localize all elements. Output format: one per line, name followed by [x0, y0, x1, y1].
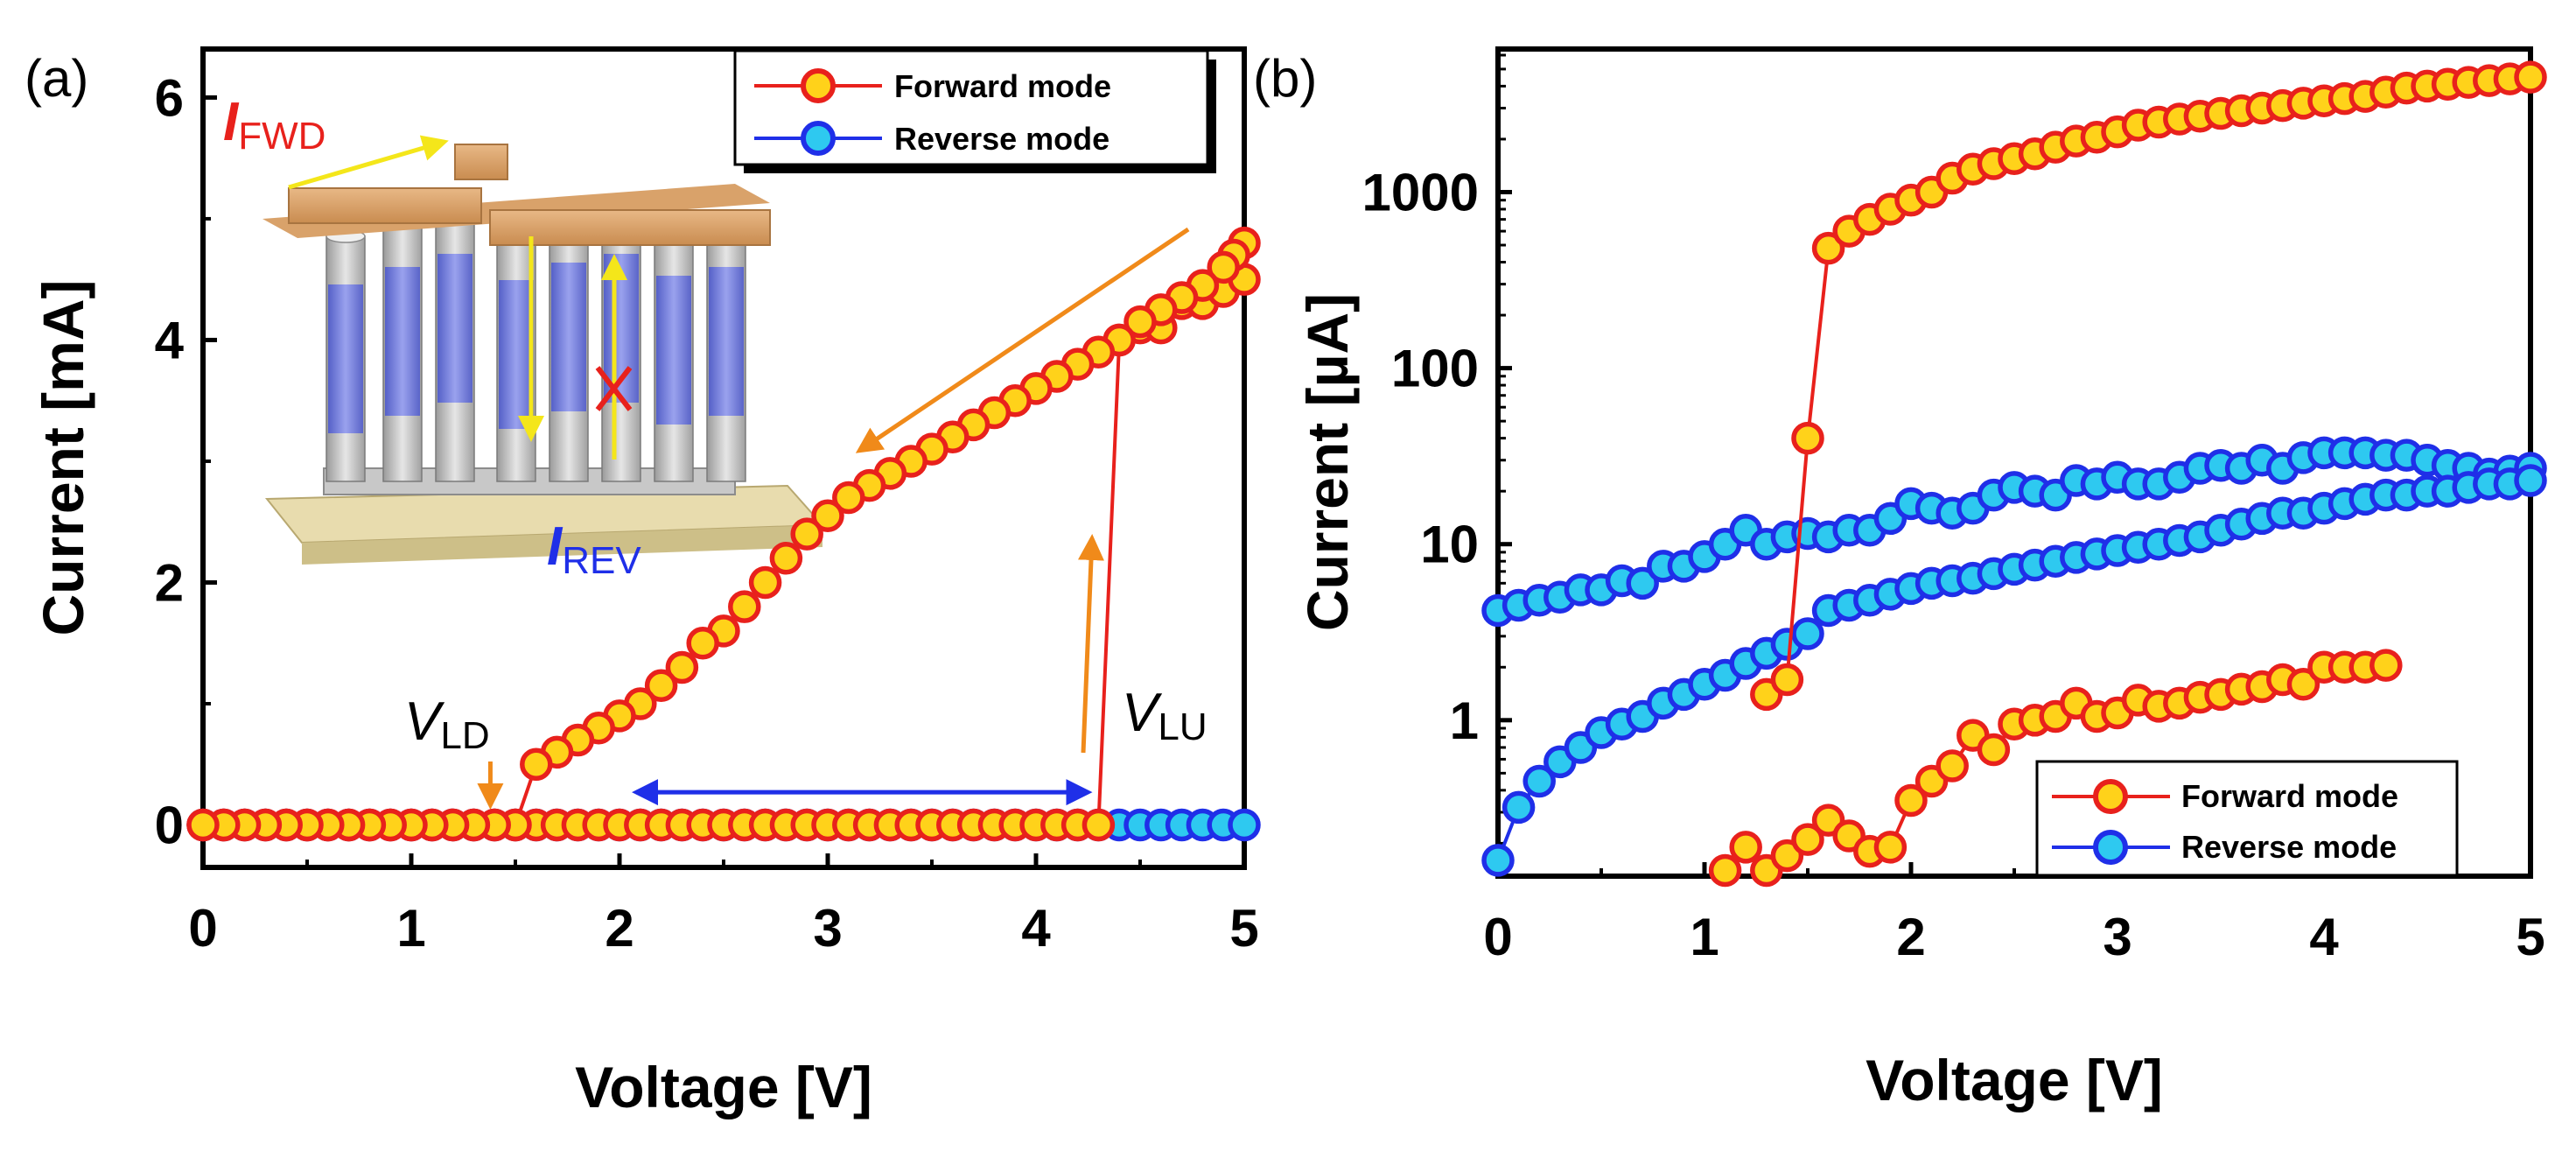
y-tick-label: 6 [155, 68, 184, 127]
legend-a-reverse-label: Reverse mode [894, 121, 1110, 157]
v-lu-label: VLU [1122, 683, 1208, 748]
data-point [1626, 566, 1659, 600]
x-tick-label: 4 [1021, 899, 1051, 958]
panel-b-legend: Forward mode Reverse mode [2035, 760, 2459, 877]
panel-a-x-axis-label: Voltage [V] [575, 1055, 872, 1119]
pillar-switching-layer [385, 267, 420, 416]
panel-b-y-axis-label: Current [µA] [1295, 293, 1360, 631]
y-tick-label: 100 [1391, 340, 1479, 398]
data-point [1228, 808, 1261, 842]
legend-b-reverse-label: Reverse mode [2181, 829, 2397, 865]
pillar-switching-layer [499, 280, 534, 429]
panel-b-ticks: 0 1 2 3 4 5 1 10 100 1000 [1362, 53, 2545, 966]
data-point [811, 499, 844, 533]
v-ld-label: VLD [404, 691, 490, 757]
panel-b: (b) 0 1 2 3 4 5 1 10 100 1000 Voltage [V] Current… [1253, 46, 2547, 1112]
y-tick-label: 10 [1420, 516, 1479, 574]
data-point [665, 650, 699, 684]
data-point [1873, 831, 1908, 864]
legend-b-forward-label: Forward mode [2181, 778, 2398, 814]
data-point [1481, 844, 1515, 877]
data-point [1936, 749, 1969, 783]
data-point [2370, 649, 2403, 682]
legend-b-reverse-marker [2093, 830, 2128, 865]
sweep-down-arrow [855, 227, 1190, 453]
y-tick-label: 2 [155, 553, 184, 612]
y-tick-label: 1 [1450, 691, 1479, 750]
data-point [686, 626, 719, 660]
x-tick-label: 3 [813, 899, 842, 958]
legend-b-forward-marker [2093, 779, 2128, 814]
data-point [1770, 663, 1804, 697]
data-point [520, 747, 553, 782]
x-tick-label: 3 [2103, 908, 2132, 966]
pillar-switching-layer [438, 254, 472, 403]
data-point [1791, 823, 1824, 856]
y-tick-label: 0 [155, 797, 184, 855]
legend-a-forward-marker [801, 68, 836, 103]
x-tick-label: 5 [1229, 899, 1258, 958]
data-point [1522, 764, 1556, 798]
schematic-top-bar-left [288, 187, 482, 224]
data-point [728, 590, 761, 623]
data-point [832, 481, 865, 515]
pillar-switching-layer [709, 267, 744, 416]
pillar-switching-layer [551, 263, 586, 411]
panel-a-series [186, 226, 1261, 842]
panel-b-label: (b) [1253, 49, 1317, 108]
schematic-block-cross-icon [595, 366, 633, 411]
panel-a-legend: Forward mode Reverse mode [733, 49, 1216, 173]
data-point [748, 565, 782, 600]
x-tick-label: 0 [188, 899, 217, 958]
schematic-forward-arrow [288, 135, 449, 190]
data-point [1708, 853, 1742, 888]
data-point [644, 669, 678, 702]
crossbar-schematic [262, 135, 825, 565]
legend-a-reverse-marker [801, 121, 836, 156]
pillar-switching-layer [328, 284, 363, 433]
data-point [1791, 421, 1824, 455]
data-point [2514, 464, 2547, 497]
data-point [1124, 305, 1157, 339]
panel-a-ticks: 0 1 2 3 4 5 0 2 4 6 [155, 68, 1259, 958]
data-point [1977, 733, 2011, 767]
data-point [769, 542, 803, 575]
x-tick-label: 2 [605, 899, 634, 958]
schematic-top-bar-right [489, 209, 771, 246]
x-tick-label: 0 [1483, 908, 1512, 966]
data-point [1082, 808, 1116, 842]
data-point [2514, 60, 2547, 94]
x-tick-label: 2 [1896, 908, 1925, 966]
schematic-top-bar-upper [454, 144, 508, 180]
panel-b-series [1481, 60, 2547, 888]
data-point [1894, 783, 1928, 818]
data-point [1791, 617, 1824, 650]
x-tick-label: 1 [1690, 908, 1718, 966]
data-point [186, 808, 220, 842]
legend-a-forward-label: Forward mode [894, 68, 1111, 104]
schematic-substrate-side [302, 525, 822, 565]
x-tick-label: 5 [2516, 908, 2544, 966]
panel-a-label: (a) [24, 49, 88, 108]
data-point [1770, 839, 1804, 873]
pillar-switching-layer [656, 276, 691, 425]
y-tick-label: 1000 [1362, 163, 1479, 221]
set-arrow [1077, 534, 1104, 754]
data-point [1811, 231, 1845, 265]
data-point [790, 517, 823, 551]
data-point [1729, 831, 1762, 864]
data-point [1207, 250, 1240, 284]
i-rev-label: IREV [547, 516, 641, 582]
y-tick-label: 4 [155, 311, 185, 369]
i-fwd-label: IFWD [223, 92, 326, 158]
panel-a-y-axis-label: Current [mA] [31, 280, 95, 636]
x-tick-label: 1 [396, 899, 425, 958]
data-point [2286, 668, 2320, 701]
x-tick-label: 4 [2309, 908, 2339, 966]
data-point [1502, 790, 1536, 825]
panel-b-x-axis-label: Voltage [V] [1866, 1048, 2163, 1112]
